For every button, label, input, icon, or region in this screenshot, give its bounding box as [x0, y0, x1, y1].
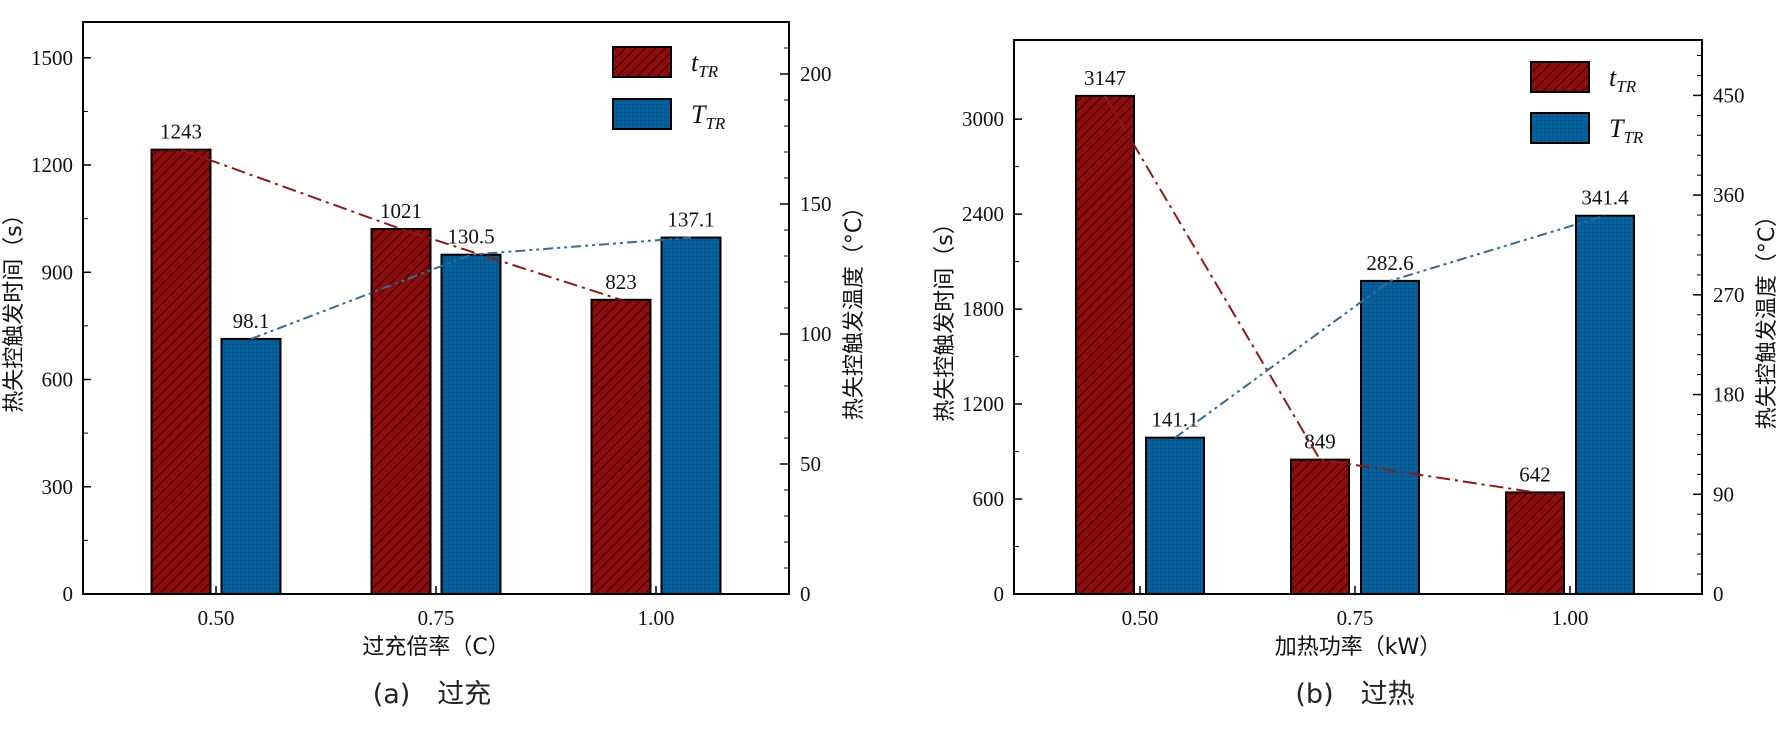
- x-tick-label: 0.50: [1122, 606, 1159, 630]
- data-label-T-tr: 282.6: [1366, 251, 1413, 275]
- data-label-t-tr: 1021: [380, 199, 422, 223]
- panel-caption: (a) 过充: [373, 679, 492, 710]
- legend-swatch: [1530, 61, 1590, 93]
- y-right-tick-label: 150: [800, 192, 832, 216]
- chart-panel-b: 0 600 1200 1800 2400 3000 0 90 180 270 360 450 0.50 0…: [933, 39, 1780, 710]
- y-left-tick-label: 0: [994, 582, 1005, 606]
- y-right-tick-label: 90: [1713, 482, 1734, 506]
- y-right-tick-label: 270: [1713, 283, 1745, 307]
- data-label-t-tr: 849: [1304, 430, 1336, 454]
- trend-line-T-tr: [1174, 214, 1606, 439]
- legend-label: tTR: [1609, 63, 1637, 96]
- legend-label: TTR: [691, 100, 726, 133]
- trend-line-t-tr: [1104, 95, 1536, 494]
- bar-t-tr: [1290, 458, 1350, 595]
- bar-t-tr: [590, 298, 652, 595]
- y-left-tick-label: 1200: [31, 153, 73, 177]
- y-right-tick-label: 100: [800, 322, 832, 346]
- y-right-tick-label: 200: [800, 62, 832, 86]
- legend-swatch: [1530, 112, 1590, 144]
- data-label-T-tr: 141.1: [1151, 408, 1198, 432]
- y-right-axis-title: 热失控触发温度（°C）: [1755, 205, 1780, 429]
- legend-swatch: [612, 98, 672, 130]
- y-right-tick-label: 450: [1713, 83, 1745, 107]
- x-tick-label: 0.75: [418, 606, 455, 630]
- y-left-axis-title: 热失控触发时间（s）: [933, 212, 958, 421]
- x-tick-label: 0.50: [198, 606, 235, 630]
- bar-t-tr: [1505, 491, 1565, 596]
- y-left-tick-label: 0: [63, 582, 74, 606]
- bar-T-tr: [1575, 214, 1635, 596]
- y-left-tick-label: 2400: [962, 202, 1004, 226]
- bar-t-tr: [370, 227, 432, 595]
- bar-T-tr: [440, 253, 502, 595]
- y-right-tick-label: 360: [1713, 183, 1745, 207]
- x-tick-label: 0.75: [1337, 606, 1374, 630]
- y-left-tick-label: 300: [42, 475, 74, 499]
- y-left-tick-label: 900: [42, 260, 74, 284]
- trend-line-T-tr: [250, 236, 692, 340]
- y-left-tick-label: 600: [42, 368, 74, 392]
- x-axis-title: 过充倍率（C）: [362, 635, 509, 660]
- data-label-T-tr: 98.1: [233, 309, 270, 333]
- legend-label: TTR: [1609, 114, 1644, 147]
- bar-T-tr: [1360, 279, 1420, 595]
- y-right-axis-title: 热失控触发温度（°C）: [842, 196, 867, 420]
- bar-t-tr: [1075, 94, 1135, 596]
- data-label-t-tr: 3147: [1084, 66, 1126, 90]
- data-label-T-tr: 341.4: [1581, 186, 1629, 210]
- x-axis-title: 加热功率（kW）: [1275, 635, 1442, 660]
- y-right-tick-label: 0: [1713, 582, 1724, 606]
- x-tick-label: 1.00: [1552, 606, 1589, 630]
- y-left-tick-label: 1500: [31, 46, 73, 70]
- y-right-tick-label: 180: [1713, 383, 1745, 407]
- trend-line-t-tr: [180, 148, 622, 301]
- y-left-tick-label: 1800: [962, 297, 1004, 321]
- bar-T-tr: [660, 236, 722, 595]
- y-left-tick-label: 3000: [962, 107, 1004, 131]
- y-right-tick-label: 0: [800, 582, 811, 606]
- y-right-tick-label: 50: [800, 452, 821, 476]
- plot-frame: [1013, 39, 1703, 595]
- legend-swatch: [612, 46, 672, 78]
- bar-t-tr: [150, 148, 212, 595]
- y-left-tick-label: 600: [973, 487, 1005, 511]
- panel-caption: (b) 过热: [1295, 679, 1414, 710]
- data-label-t-tr: 642: [1519, 462, 1551, 486]
- data-label-t-tr: 823: [605, 270, 637, 294]
- data-label-T-tr: 130.5: [447, 225, 494, 249]
- chart-panel-a: 0 300 600 900 1200 1500 0 50 100 150 200 0.50 0.75 1.…: [2, 21, 867, 710]
- y-left-axis-title: 热失控触发时间（s）: [2, 203, 27, 412]
- bar-T-tr: [1145, 436, 1205, 595]
- data-label-t-tr: 1243: [160, 120, 202, 144]
- data-label-T-tr: 137.1: [667, 208, 714, 232]
- bar-T-tr: [220, 337, 282, 595]
- x-tick-label: 1.00: [638, 606, 675, 630]
- legend-label: tTR: [691, 48, 719, 81]
- y-left-tick-label: 1200: [962, 392, 1004, 416]
